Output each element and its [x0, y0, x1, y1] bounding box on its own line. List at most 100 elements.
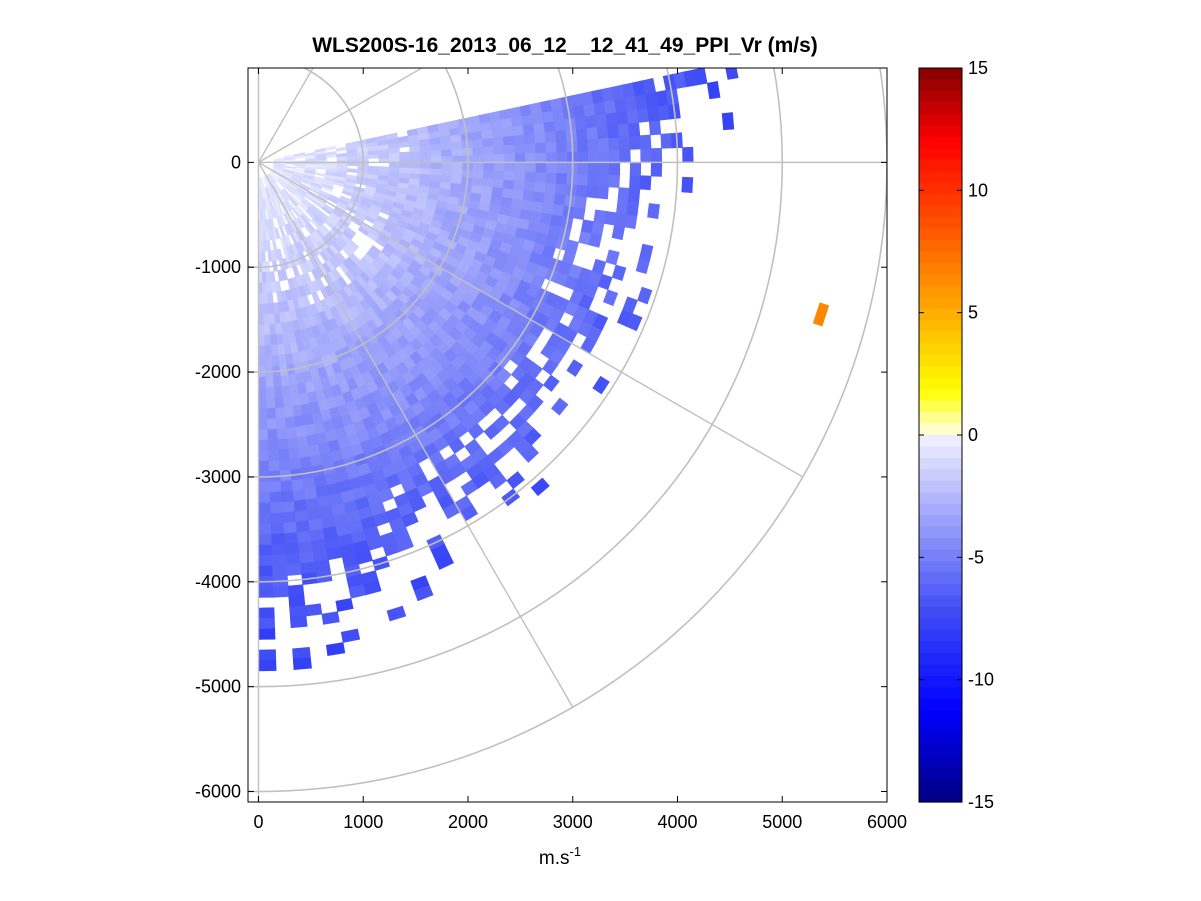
- colorbar-level: [919, 756, 962, 769]
- colorbar-level: [919, 790, 962, 803]
- velocity-gate: [629, 175, 641, 190]
- velocity-gate: [258, 460, 270, 473]
- velocity-gate: [267, 418, 278, 430]
- colorbar-level: [919, 125, 962, 138]
- velocity-gate: [657, 104, 671, 121]
- velocity-gate: [535, 171, 547, 183]
- velocity-gate: [493, 170, 505, 180]
- velocity-gate: [482, 177, 494, 188]
- colorbar-level: [919, 412, 962, 425]
- velocity-gate: [258, 324, 265, 336]
- velocity-gate: [401, 511, 419, 528]
- velocity-gate: [278, 459, 292, 472]
- velocity-gate: [289, 605, 307, 618]
- velocity-gate: [430, 149, 443, 157]
- velocity-gate: [502, 179, 515, 190]
- velocity-gate: [721, 112, 735, 131]
- velocity-gate: [271, 533, 286, 546]
- velocity-gate: [636, 107, 650, 123]
- velocity-gate: [520, 444, 540, 463]
- velocity-gate: [514, 162, 526, 173]
- velocity-gate: [258, 502, 272, 514]
- colorbar-level: [919, 664, 962, 677]
- velocity-gate: [276, 427, 288, 440]
- velocity-gate: [556, 151, 568, 163]
- velocity-gate: [288, 447, 301, 460]
- velocity-gate: [267, 428, 279, 441]
- velocity-gate: [483, 153, 495, 163]
- velocity-gate: [611, 264, 627, 281]
- velocity-gate: [522, 123, 535, 135]
- velocity-gate: [533, 121, 546, 134]
- velocity-gate: [288, 594, 306, 608]
- velocity-gate: [482, 137, 494, 147]
- velocity-gate: [258, 429, 269, 441]
- velocity-gate: [626, 313, 643, 332]
- colorbar-level: [919, 113, 962, 126]
- velocity-gate: [296, 530, 313, 544]
- velocity-gate: [602, 289, 619, 307]
- velocity-gate: [258, 355, 266, 368]
- velocity-gate: [525, 152, 537, 163]
- y-tick-label: 0: [231, 152, 241, 172]
- velocity-gate: [592, 313, 609, 331]
- velocity-gate: [616, 110, 629, 125]
- velocity-gate: [472, 162, 485, 171]
- velocity-gate: [258, 554, 273, 567]
- velocity-gate: [282, 511, 297, 524]
- velocity-gate: [293, 499, 308, 513]
- velocity-gate: [271, 554, 287, 567]
- velocity-gate: [258, 523, 272, 535]
- velocity-gate: [553, 193, 567, 206]
- velocity-gate: [258, 293, 264, 305]
- velocity-gate: [388, 162, 401, 168]
- velocity-gate: [493, 153, 505, 163]
- velocity-gate: [420, 149, 432, 158]
- velocity-gate: [286, 563, 303, 576]
- velocity-gate: [591, 221, 605, 236]
- velocity-gate: [270, 501, 284, 514]
- velocity-gate: [626, 108, 640, 124]
- velocity-gate: [340, 628, 361, 643]
- velocity-gate: [284, 416, 297, 429]
- velocity-gate: [264, 334, 272, 347]
- azimuth-spoke: [258, 68, 424, 163]
- velocity-gate: [523, 427, 542, 446]
- velocity-gate: [276, 417, 287, 430]
- velocity-gate: [575, 184, 588, 198]
- velocity-gate: [552, 203, 565, 217]
- velocity-gate: [534, 181, 547, 193]
- velocity-gate: [284, 542, 300, 555]
- colorbar-level: [919, 366, 962, 379]
- velocity-gate: [258, 534, 273, 546]
- velocity-gate: [272, 585, 290, 598]
- colorbar-level: [919, 297, 962, 310]
- velocity-gate: [725, 68, 739, 80]
- velocity-gate: [555, 172, 568, 185]
- velocity-gate: [299, 551, 315, 565]
- velocity-gate: [440, 174, 453, 183]
- velocity-gate: [420, 155, 432, 163]
- velocity-gate: [584, 114, 598, 129]
- velocity-gate: [386, 605, 407, 622]
- velocity-gate: [514, 143, 526, 154]
- colorbar: 15 10 5 0 -5 -10 -15: [918, 58, 994, 812]
- velocity-gate: [270, 522, 285, 535]
- x-tick-label: 1000: [343, 812, 383, 832]
- velocity-gate: [302, 476, 317, 490]
- velocity-gate: [277, 438, 289, 451]
- velocity-gate: [618, 136, 631, 151]
- velocity-gate: [587, 138, 600, 152]
- velocity-gate: [542, 374, 560, 392]
- velocity-gate: [281, 500, 296, 514]
- colorbar-level: [919, 549, 962, 562]
- colorbar-ticks: 15 10 5 0 -5 -10 -15: [919, 58, 994, 812]
- velocity-gate: [264, 345, 273, 357]
- velocity-gate: [289, 615, 308, 629]
- velocity-gate: [510, 197, 524, 210]
- velocity-gate: [650, 162, 663, 177]
- velocity-gate: [587, 173, 600, 187]
- velocity-gate: [281, 490, 295, 503]
- velocity-gate: [640, 148, 652, 163]
- colorbar-level: [919, 561, 962, 574]
